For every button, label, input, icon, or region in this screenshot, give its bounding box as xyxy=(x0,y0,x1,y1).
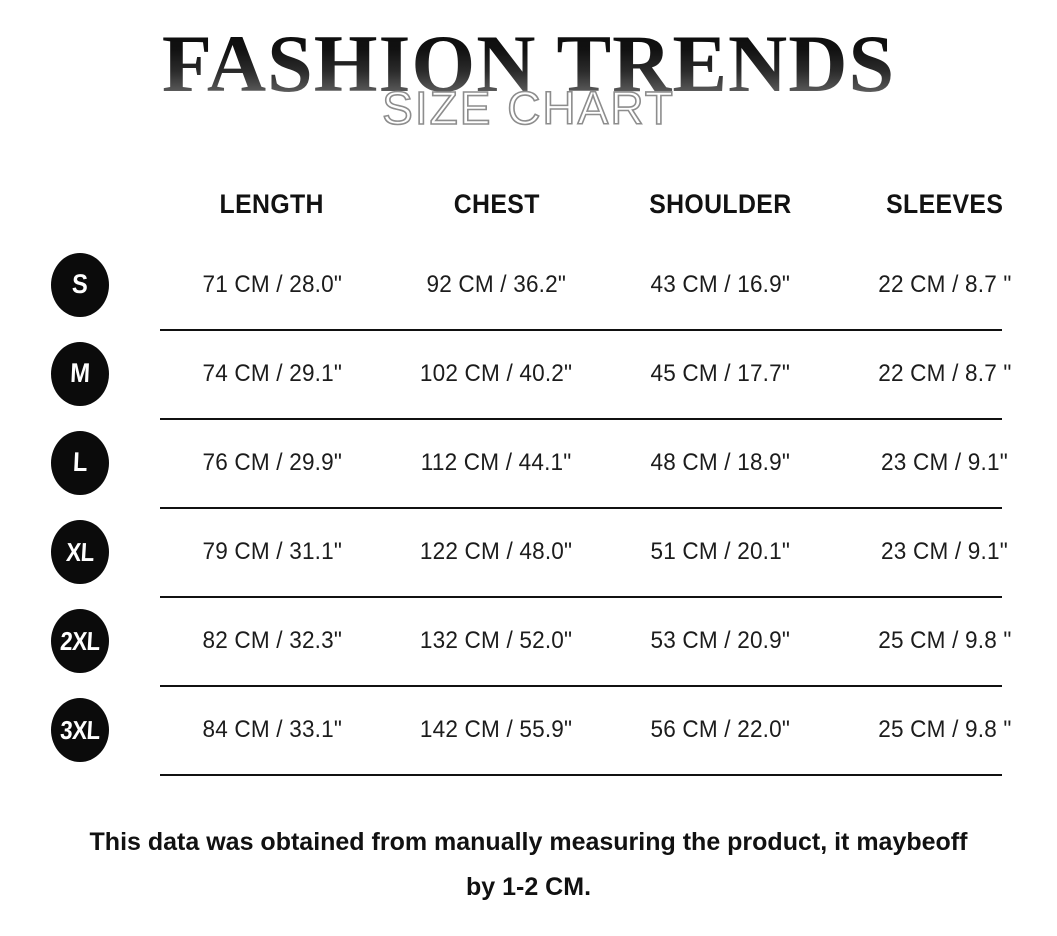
footer-note: This data was obtained from manually mea… xyxy=(0,820,1057,910)
column-header-label: LENGTH xyxy=(219,188,325,219)
footer-note-line-2: by 1-2 CM. xyxy=(465,873,592,901)
size-badge: 3XL xyxy=(51,697,109,762)
header: FASHION TRENDS SIZE CHART xyxy=(0,0,1057,160)
cell-chest: 132 CM / 52.0" xyxy=(384,627,608,655)
table-row: L 76 CM / 29.9" 112 CM / 44.1" 48 CM / 1… xyxy=(0,418,1057,507)
measurement-value: 22 CM / 8.7 " xyxy=(878,270,1012,298)
size-badge-cell: S xyxy=(0,252,160,317)
size-badge-cell: XL xyxy=(0,519,160,584)
column-header-label: SLEEVES xyxy=(886,188,1004,219)
cell-sleeves: 25 CM / 9.8 " xyxy=(833,716,1057,744)
cell-sleeves: 22 CM / 8.7 " xyxy=(833,271,1057,299)
size-badge: S xyxy=(51,252,109,317)
measurement-value: 122 CM / 48.0" xyxy=(420,537,573,565)
cell-chest: 112 CM / 44.1" xyxy=(384,449,608,477)
column-header-length: LENGTH xyxy=(160,189,384,220)
size-badge-label: 2XL xyxy=(59,625,101,656)
size-badge-cell: 2XL xyxy=(0,608,160,673)
measurement-value: 25 CM / 9.8 " xyxy=(878,715,1012,743)
cell-length: 82 CM / 32.3" xyxy=(160,627,384,655)
footer-note-line-1: This data was obtained from manually mea… xyxy=(89,828,968,856)
size-badge-cell: L xyxy=(0,430,160,495)
size-badge-label: 3XL xyxy=(59,714,101,745)
table-header-row: LENGTH CHEST SHOULDER SLEEVES xyxy=(0,168,1057,240)
table-row: XL 79 CM / 31.1" 122 CM / 48.0" 51 CM / … xyxy=(0,507,1057,596)
cell-chest: 122 CM / 48.0" xyxy=(384,538,608,566)
measurement-value: 56 CM / 22.0" xyxy=(650,715,791,743)
page-subtitle: SIZE CHART xyxy=(381,81,675,135)
cell-length: 71 CM / 28.0" xyxy=(160,271,384,299)
cell-shoulder: 48 CM / 18.9" xyxy=(609,449,833,477)
measurement-value: 48 CM / 18.9" xyxy=(650,448,791,476)
cell-sleeves: 23 CM / 9.1" xyxy=(833,538,1057,566)
measurement-value: 23 CM / 9.1" xyxy=(881,537,1009,565)
measurement-value: 22 CM / 8.7 " xyxy=(878,359,1012,387)
column-header-sleeves: SLEEVES xyxy=(833,189,1057,220)
size-badge-label: M xyxy=(69,358,91,388)
size-badge: XL xyxy=(51,519,109,584)
measurement-value: 82 CM / 32.3" xyxy=(202,626,342,654)
cell-sleeves: 22 CM / 8.7 " xyxy=(833,360,1057,388)
cell-sleeves: 25 CM / 9.8 " xyxy=(833,627,1057,655)
cell-length: 79 CM / 31.1" xyxy=(160,538,384,566)
cell-sleeves: 23 CM / 9.1" xyxy=(833,449,1057,477)
size-chart-table: LENGTH CHEST SHOULDER SLEEVES S 71 CM / … xyxy=(0,168,1057,776)
size-badge-cell: M xyxy=(0,341,160,406)
size-badge-label: XL xyxy=(65,536,95,567)
measurement-value: 25 CM / 9.8 " xyxy=(878,626,1012,654)
measurement-value: 74 CM / 29.1" xyxy=(202,359,342,387)
cell-shoulder: 53 CM / 20.9" xyxy=(609,627,833,655)
column-header-label: SHOULDER xyxy=(649,188,792,219)
measurement-value: 23 CM / 9.1" xyxy=(881,448,1009,476)
page-title: FASHION TRENDS xyxy=(0,18,1057,110)
cell-shoulder: 51 CM / 20.1" xyxy=(609,538,833,566)
table-row: S 71 CM / 28.0" 92 CM / 36.2" 43 CM / 16… xyxy=(0,240,1057,329)
size-badge: L xyxy=(51,430,109,495)
table-row: M 74 CM / 29.1" 102 CM / 40.2" 45 CM / 1… xyxy=(0,329,1057,418)
measurement-value: 142 CM / 55.9" xyxy=(420,715,573,743)
table-row: 3XL 84 CM / 33.1" 142 CM / 55.9" 56 CM /… xyxy=(0,685,1057,774)
cell-length: 74 CM / 29.1" xyxy=(160,360,384,388)
cell-length: 84 CM / 33.1" xyxy=(160,716,384,744)
cell-shoulder: 45 CM / 17.7" xyxy=(609,360,833,388)
measurement-value: 43 CM / 16.9" xyxy=(650,270,791,298)
measurement-value: 92 CM / 36.2" xyxy=(426,270,567,298)
measurement-value: 76 CM / 29.9" xyxy=(202,448,342,476)
measurement-value: 132 CM / 52.0" xyxy=(420,626,573,654)
size-badge: M xyxy=(51,341,109,406)
measurement-value: 51 CM / 20.1" xyxy=(650,537,791,565)
size-badge-cell: 3XL xyxy=(0,697,160,762)
measurement-value: 45 CM / 17.7" xyxy=(650,359,791,387)
cell-shoulder: 56 CM / 22.0" xyxy=(609,716,833,744)
column-header-label: CHEST xyxy=(453,188,540,219)
measurement-value: 79 CM / 31.1" xyxy=(202,537,342,565)
size-badge-label: S xyxy=(71,269,89,299)
measurement-value: 71 CM / 28.0" xyxy=(202,270,342,298)
column-header-chest: CHEST xyxy=(384,189,608,220)
column-header-shoulder: SHOULDER xyxy=(609,189,833,220)
measurement-value: 53 CM / 20.9" xyxy=(650,626,791,654)
table-row: 2XL 82 CM / 32.3" 132 CM / 52.0" 53 CM /… xyxy=(0,596,1057,685)
cell-chest: 92 CM / 36.2" xyxy=(384,271,608,299)
cell-shoulder: 43 CM / 16.9" xyxy=(609,271,833,299)
size-badge: 2XL xyxy=(51,608,109,673)
measurement-value: 84 CM / 33.1" xyxy=(202,715,342,743)
cell-length: 76 CM / 29.9" xyxy=(160,449,384,477)
size-badge-label: L xyxy=(72,447,88,477)
measurement-value: 102 CM / 40.2" xyxy=(420,359,573,387)
measurement-value: 112 CM / 44.1" xyxy=(421,448,572,476)
cell-chest: 102 CM / 40.2" xyxy=(384,360,608,388)
table-bottom-divider xyxy=(160,774,1002,776)
cell-chest: 142 CM / 55.9" xyxy=(384,716,608,744)
